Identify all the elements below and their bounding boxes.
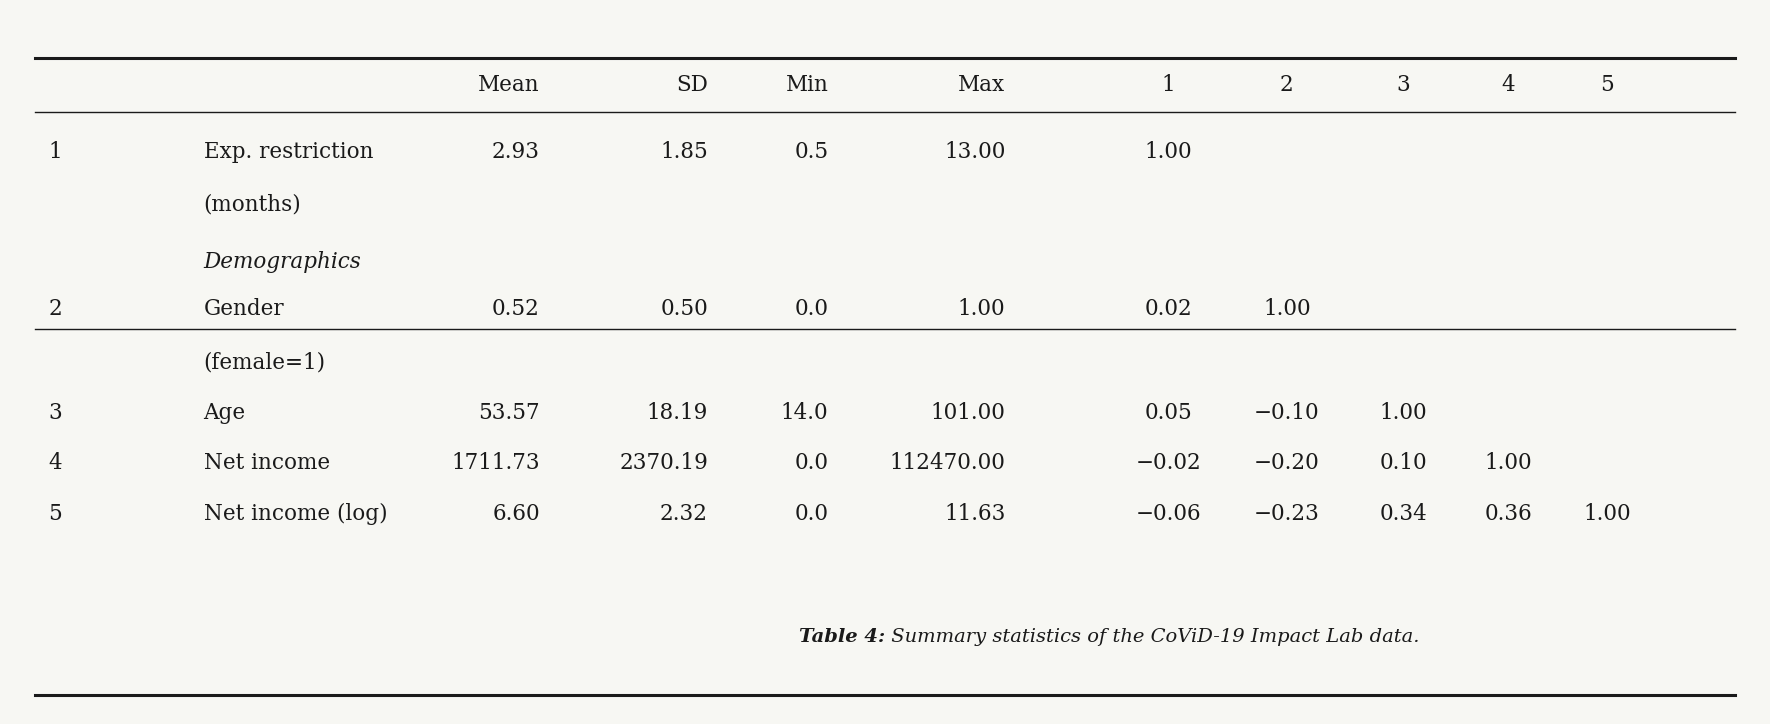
Text: 5: 5 [48,503,62,525]
Text: 0.36: 0.36 [1485,503,1531,525]
Text: 0.05: 0.05 [1145,402,1191,424]
Text: 5: 5 [1600,75,1614,96]
Text: 13.00: 13.00 [943,141,1005,163]
Text: Summary statistics of the CoViD-19 Impact Lab data.: Summary statistics of the CoViD-19 Impac… [885,628,1420,646]
Text: 2.32: 2.32 [660,503,708,525]
Text: −0.10: −0.10 [1253,402,1320,424]
Text: 3: 3 [48,402,62,424]
Text: −0.02: −0.02 [1135,452,1202,474]
Text: 1.85: 1.85 [660,141,708,163]
Text: 2: 2 [48,298,62,320]
Text: 2.93: 2.93 [492,141,540,163]
Text: Age: Age [204,402,246,424]
Text: 3: 3 [1397,75,1411,96]
Text: 0.0: 0.0 [795,503,828,525]
Text: Mean: Mean [478,75,540,96]
Text: 4: 4 [48,452,62,474]
Text: 1.00: 1.00 [1485,452,1531,474]
Text: 1.00: 1.00 [1381,402,1427,424]
Text: Net income (log): Net income (log) [204,503,388,525]
Text: Table 4:: Table 4: [798,628,885,646]
Text: (months): (months) [204,193,301,215]
Text: −0.23: −0.23 [1253,503,1320,525]
Text: 18.19: 18.19 [646,402,708,424]
Text: 6.60: 6.60 [492,503,540,525]
Text: −0.06: −0.06 [1135,503,1202,525]
Text: 1.00: 1.00 [1584,503,1630,525]
Text: Exp. restriction: Exp. restriction [204,141,373,163]
Text: 0.34: 0.34 [1381,503,1427,525]
Text: 1: 1 [48,141,62,163]
Text: 0.0: 0.0 [795,298,828,320]
Text: −0.20: −0.20 [1253,452,1320,474]
Text: (female=1): (female=1) [204,351,326,373]
Text: 11.63: 11.63 [943,503,1005,525]
Text: 0.10: 0.10 [1381,452,1427,474]
Text: 4: 4 [1501,75,1515,96]
Text: 0.02: 0.02 [1145,298,1191,320]
Text: Net income: Net income [204,452,329,474]
Text: Min: Min [786,75,828,96]
Text: 101.00: 101.00 [931,402,1005,424]
Text: Gender: Gender [204,298,285,320]
Text: Demographics: Demographics [204,251,361,273]
Text: 2: 2 [1280,75,1294,96]
Text: 14.0: 14.0 [781,402,828,424]
Text: 1: 1 [1161,75,1175,96]
Text: 1.00: 1.00 [958,298,1005,320]
Text: 1711.73: 1711.73 [451,452,540,474]
Text: SD: SD [676,75,708,96]
Text: 2370.19: 2370.19 [620,452,708,474]
Text: 112470.00: 112470.00 [890,452,1005,474]
Text: 0.5: 0.5 [795,141,828,163]
Text: 0.50: 0.50 [660,298,708,320]
Text: Max: Max [958,75,1005,96]
Text: 1.00: 1.00 [1145,141,1191,163]
Text: 53.57: 53.57 [478,402,540,424]
Text: 0.0: 0.0 [795,452,828,474]
Text: 0.52: 0.52 [492,298,540,320]
Text: 1.00: 1.00 [1264,298,1310,320]
